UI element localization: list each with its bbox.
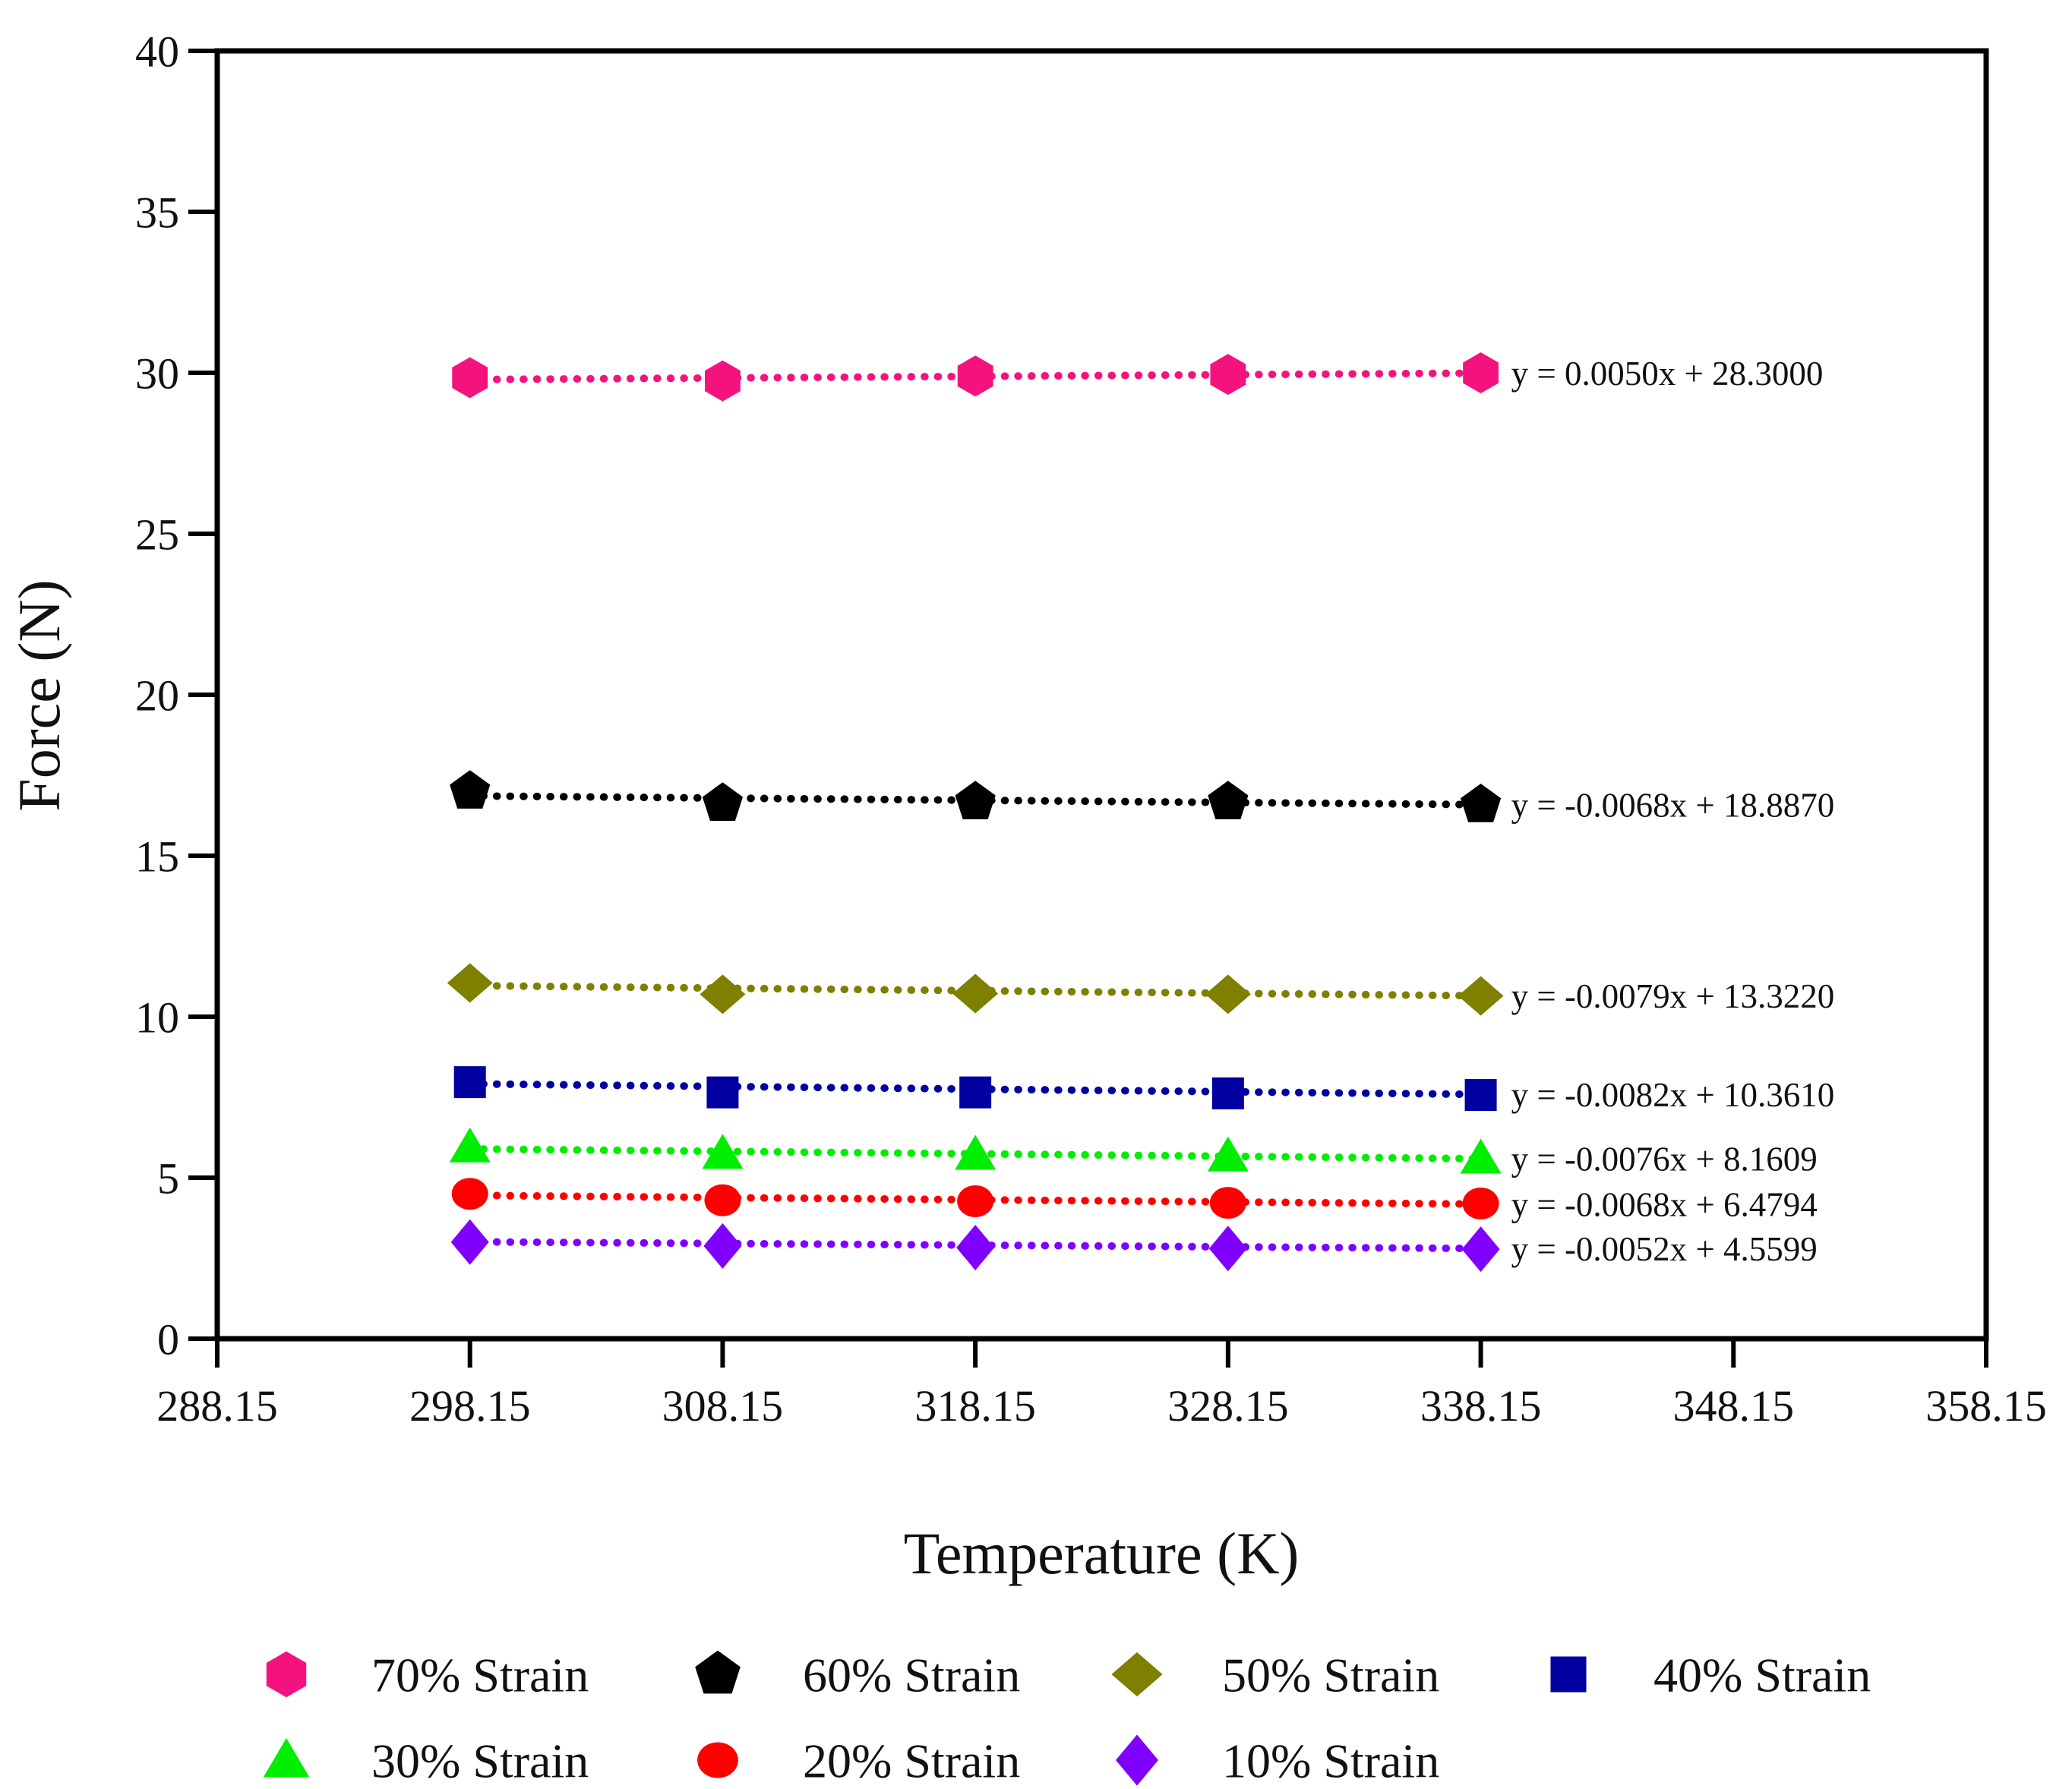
series-70-strain [452,352,1499,402]
data-point-marker [1205,974,1251,1014]
legend-item-50-strain: 50% Strain [1111,1648,1439,1702]
data-point-marker [1458,976,1504,1016]
data-point-marker [450,770,491,809]
series-20-strain [451,1178,1499,1219]
legend-item-60-strain: 60% Strain [695,1648,1020,1702]
data-point-marker [706,1076,739,1109]
data-point-marker [1462,1187,1499,1219]
legend-item-20-strain: 20% Strain [697,1734,1020,1787]
equation-label: y = -0.0076x + 8.1609 [1511,1141,1818,1178]
data-point-marker [955,781,996,819]
x-tick-label: 328.15 [1167,1381,1289,1431]
series-50-strain [447,963,1504,1016]
y-tick-label: 35 [135,188,179,237]
y-tick-label: 40 [135,27,179,76]
data-point-marker [1460,1138,1502,1174]
y-tick-label: 10 [135,992,179,1042]
y-axis-title: Force (N) [6,579,72,811]
data-point-marker [1208,1226,1247,1272]
series-30-strain [449,1127,1502,1174]
legend-label: 20% Strain [803,1734,1020,1787]
y-tick-label: 15 [135,831,179,881]
legend-label: 50% Strain [1222,1648,1439,1702]
y-axis: 0 5 10 15 20 25 30 35 40 [135,27,217,1364]
data-point-marker [1210,354,1246,396]
data-point-marker [452,357,488,399]
series-60-strain [450,770,1502,822]
data-point-marker [1208,781,1249,819]
data-point-marker [1116,1734,1158,1786]
data-point-marker [955,1134,997,1170]
legend-label: 10% Strain [1222,1734,1439,1787]
data-point-marker [1209,1187,1246,1219]
data-point-marker [453,1066,486,1099]
y-tick-label: 0 [157,1314,179,1364]
legend-label: 40% Strain [1653,1648,1871,1702]
x-tick-label: 358.15 [1925,1381,2047,1431]
data-point-marker [450,1219,489,1265]
data-point-marker [705,360,741,402]
equation-labels: y = 0.0050x + 28.3000 y = -0.0068x + 18.8… [1511,355,1835,1268]
data-point-marker [702,1134,744,1169]
legend-item-70-strain: 70% Strain [266,1648,589,1702]
x-tick-label: 298.15 [409,1381,531,1431]
data-point-marker [956,1225,995,1271]
equation-label: y = -0.0068x + 6.4794 [1511,1186,1818,1224]
equation-label: y = -0.0068x + 18.8870 [1511,786,1835,824]
data-point-marker [266,1651,307,1698]
legend: 70% Strain 60% Strain 50% Strain 40% Strain… [263,1648,1871,1787]
series-40-strain [453,1066,1497,1112]
data-point-marker [451,1178,488,1210]
equation-label: y = -0.0079x + 13.3220 [1511,977,1835,1015]
data-point-marker [959,1076,992,1109]
legend-item-30-strain: 30% Strain [263,1734,589,1787]
data-point-marker [700,974,746,1014]
data-point-marker [1461,1226,1500,1273]
data-point-marker [703,1223,742,1269]
x-tick-label: 338.15 [1420,1381,1542,1431]
y-tick-label: 25 [135,510,179,559]
data-point-marker [695,1650,741,1694]
data-point-marker [704,1184,741,1216]
data-point-marker [1460,784,1502,822]
x-tick-label: 288.15 [156,1381,278,1431]
data-point-marker [1111,1652,1163,1697]
data-point-marker [697,1742,738,1778]
series-10-strain [450,1219,1500,1273]
data-point-marker [263,1737,310,1778]
legend-label: 30% Strain [371,1734,589,1787]
x-tick-label: 308.15 [662,1381,784,1431]
legend-item-40-strain: 40% Strain [1550,1648,1871,1702]
equation-label: y = -0.0052x + 4.5599 [1511,1230,1818,1268]
x-tick-label: 318.15 [914,1381,1036,1431]
x-axis: 288.15 298.15 308.15 318.15 328.15 338.15 348.… [156,1339,2047,1431]
data-point-marker [449,1127,491,1163]
legend-label: 70% Strain [371,1648,589,1702]
data-point-marker [957,355,993,397]
data-point-marker [1463,352,1499,393]
series-layer [447,352,1504,1273]
y-tick-label: 5 [157,1153,179,1203]
data-point-marker [1464,1079,1497,1112]
x-axis-title: Temperature (K) [904,1520,1300,1586]
data-point-marker [957,1185,994,1217]
equation-label: y = -0.0082x + 10.3610 [1511,1076,1835,1114]
data-point-marker [1207,1136,1249,1172]
legend-label: 60% Strain [803,1648,1020,1702]
y-tick-label: 30 [135,349,179,398]
data-point-marker [447,963,493,1003]
equation-label: y = 0.0050x + 28.3000 [1511,355,1824,393]
data-point-marker [1550,1656,1587,1693]
data-point-marker [952,973,999,1014]
x-tick-label: 348.15 [1673,1381,1795,1431]
data-point-marker [1211,1077,1244,1109]
data-point-marker [702,782,744,822]
y-tick-label: 20 [135,670,179,720]
legend-item-10-strain: 10% Strain [1116,1734,1439,1787]
